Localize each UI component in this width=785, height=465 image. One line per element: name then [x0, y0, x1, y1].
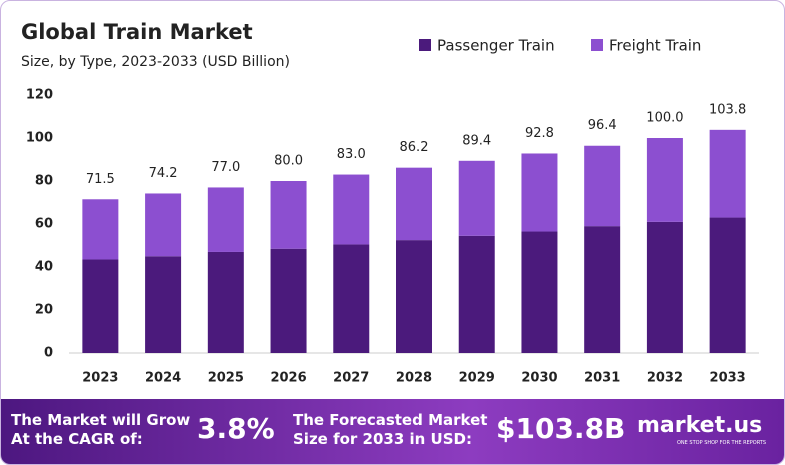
- bar-segment: [646, 221, 683, 353]
- chart-title: Global Train Market: [21, 20, 253, 44]
- bar-segment: [709, 129, 746, 218]
- total-label: 100.0: [646, 111, 683, 126]
- y-tick-label: 40: [35, 260, 53, 275]
- total-label: 86.2: [400, 140, 429, 155]
- bar-segment: [207, 187, 244, 252]
- legend-swatch: [591, 39, 603, 51]
- x-tick-label: 2026: [270, 371, 306, 386]
- x-tick-label: 2030: [521, 371, 557, 386]
- bar-segment: [458, 160, 495, 236]
- x-tick-label: 2033: [710, 371, 746, 386]
- text-line: Size for 2033 in USD:: [293, 430, 472, 448]
- x-tick-label: 2024: [145, 371, 181, 386]
- x-tick-label: 2032: [647, 371, 683, 386]
- total-label: 71.5: [86, 172, 115, 187]
- bar-segment: [82, 199, 119, 260]
- bar-segment: [82, 259, 119, 353]
- total-label: 80.0: [274, 154, 303, 169]
- tagline: ONE STOP SHOP FOR THE REPORTS: [677, 440, 767, 446]
- bar-segment: [145, 193, 182, 257]
- x-tick-label: 2028: [396, 371, 432, 386]
- x-tick-label: 2027: [333, 371, 369, 386]
- total-label: 74.2: [149, 166, 178, 181]
- total-label: 96.4: [588, 118, 617, 133]
- bar-segment: [333, 174, 370, 245]
- brand: market.us: [637, 413, 763, 438]
- bar-segment: [396, 167, 432, 241]
- total-label: 89.4: [462, 133, 491, 148]
- bar-segment: [396, 240, 432, 353]
- bar-segment: [145, 256, 182, 353]
- x-tick-label: 2031: [584, 371, 620, 386]
- text-line: The Market will Grow: [11, 411, 191, 429]
- text-line: The Forecasted Market: [293, 411, 488, 429]
- x-tick-label: 2023: [82, 371, 118, 386]
- bar-segment: [521, 153, 558, 232]
- y-tick-label: 0: [44, 346, 53, 361]
- bar-segment: [207, 251, 244, 353]
- chart: Global Train Market Size, by Type, 2023-…: [21, 20, 759, 386]
- y-tick-label: 120: [26, 88, 53, 103]
- total-label: 92.8: [525, 126, 554, 141]
- bar-segment: [709, 217, 746, 353]
- forecast-value: $103.8B: [496, 412, 626, 445]
- y-tick-label: 20: [35, 303, 53, 318]
- bar-segment: [584, 145, 621, 227]
- text-line: At the CAGR of:: [11, 430, 143, 448]
- footer-banner: The Market will Grow At the CAGR of: 3.8%…: [1, 399, 784, 464]
- legend-label: Passenger Train: [437, 37, 555, 55]
- cagr-text: The Market will Grow At the CAGR of:: [11, 411, 190, 449]
- bar-segment: [646, 138, 683, 222]
- bar-segment: [333, 244, 370, 353]
- total-label: 77.0: [211, 160, 240, 175]
- forecast-text: The Forecasted Market Size for 2033 in US…: [293, 411, 487, 449]
- y-tick-label: 80: [35, 174, 53, 189]
- y-tick-label: 60: [35, 217, 53, 232]
- total-label: 103.8: [709, 102, 746, 117]
- x-tick-label: 2025: [208, 371, 244, 386]
- bar-segment: [521, 231, 558, 353]
- y-tick-label: 100: [26, 131, 53, 146]
- total-label: 83.0: [337, 147, 366, 162]
- bar-segment: [584, 226, 621, 353]
- x-tick-label: 2029: [459, 371, 495, 386]
- cagr-value: 3.8%: [197, 412, 275, 445]
- bar-segment: [458, 235, 495, 353]
- bar-segment: [270, 248, 307, 353]
- legend-swatch: [419, 39, 431, 51]
- chart-subtitle: Size, by Type, 2023-2033 (USD Billion): [21, 54, 290, 70]
- bar-segment: [270, 181, 307, 249]
- legend-label: Freight Train: [609, 37, 701, 55]
